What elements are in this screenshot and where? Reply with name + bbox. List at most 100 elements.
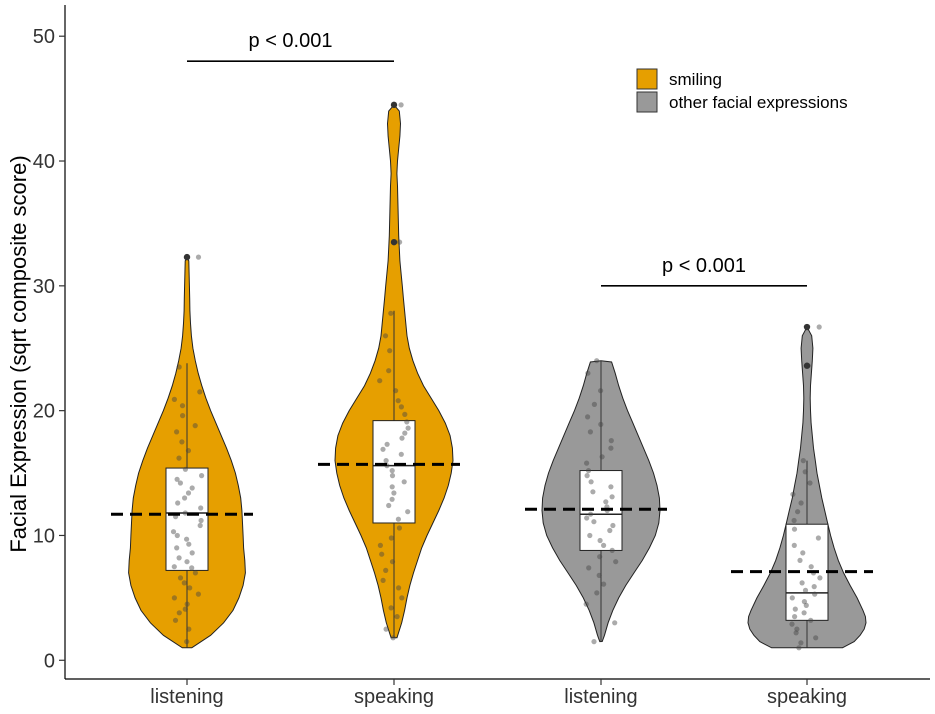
data-point bbox=[170, 529, 177, 535]
data-point bbox=[383, 458, 389, 464]
data-point bbox=[396, 525, 402, 531]
data-point bbox=[184, 536, 190, 542]
data-point bbox=[594, 590, 600, 596]
data-point bbox=[587, 532, 593, 539]
data-point bbox=[185, 448, 191, 454]
data-point bbox=[808, 564, 814, 570]
data-point bbox=[587, 429, 594, 435]
data-point bbox=[195, 591, 201, 597]
data-point bbox=[192, 423, 198, 429]
data-point bbox=[389, 559, 396, 565]
data-point bbox=[583, 601, 589, 607]
significance-label: p < 0.001 bbox=[249, 30, 333, 52]
data-point bbox=[189, 565, 195, 571]
data-point bbox=[799, 580, 805, 586]
plot-area bbox=[111, 101, 873, 651]
data-point bbox=[389, 473, 396, 479]
data-point bbox=[187, 585, 193, 591]
y-tick-label: 0 bbox=[44, 650, 55, 672]
data-point bbox=[597, 537, 603, 544]
data-point bbox=[174, 429, 180, 435]
x-tick-label-1: speaking bbox=[354, 686, 434, 708]
violin-group-3 bbox=[731, 323, 873, 651]
outlier-point bbox=[390, 101, 398, 109]
data-point bbox=[802, 587, 809, 594]
data-point bbox=[402, 411, 408, 417]
data-point bbox=[398, 404, 404, 410]
data-point bbox=[598, 388, 604, 394]
data-point bbox=[388, 310, 394, 316]
data-point bbox=[197, 389, 203, 395]
y-tick-label: 40 bbox=[33, 151, 55, 173]
box-iqr bbox=[372, 420, 416, 524]
data-point bbox=[387, 348, 393, 354]
data-point bbox=[591, 401, 598, 407]
data-point bbox=[789, 595, 795, 601]
data-point bbox=[386, 368, 392, 374]
data-point bbox=[182, 510, 188, 516]
data-point bbox=[181, 580, 187, 586]
data-point bbox=[601, 581, 607, 587]
data-point bbox=[186, 541, 192, 547]
data-point bbox=[174, 545, 180, 551]
data-point bbox=[185, 490, 192, 496]
x-tick-label-0: listening bbox=[150, 686, 223, 708]
data-point bbox=[182, 466, 188, 472]
y-axis-title: Facial Expression (sqrt composite score) bbox=[6, 155, 31, 552]
data-point bbox=[383, 626, 389, 632]
data-point bbox=[379, 551, 385, 557]
data-point bbox=[797, 557, 803, 564]
data-point bbox=[182, 495, 188, 501]
data-point bbox=[791, 526, 798, 532]
data-point bbox=[613, 559, 619, 565]
data-point bbox=[176, 364, 182, 370]
data-point bbox=[817, 575, 823, 581]
data-point bbox=[598, 421, 604, 427]
data-point bbox=[816, 324, 822, 330]
data-point bbox=[588, 479, 594, 485]
data-point bbox=[380, 446, 386, 452]
data-point bbox=[796, 645, 802, 651]
data-point bbox=[179, 403, 186, 409]
data-point bbox=[599, 454, 605, 460]
data-point bbox=[176, 610, 182, 616]
legend-swatch-other-facial-expressions bbox=[636, 91, 658, 113]
data-point bbox=[594, 358, 600, 364]
data-point bbox=[398, 451, 404, 457]
significance-label: p < 0.001 bbox=[662, 255, 746, 277]
data-point bbox=[389, 496, 395, 502]
data-point bbox=[585, 468, 592, 474]
data-point bbox=[386, 502, 392, 509]
data-point bbox=[198, 517, 204, 524]
data-point bbox=[795, 509, 801, 515]
data-point bbox=[402, 430, 408, 436]
data-point bbox=[807, 480, 813, 486]
data-point bbox=[597, 554, 603, 560]
outlier-point bbox=[183, 253, 191, 261]
data-point bbox=[601, 542, 607, 549]
data-point bbox=[802, 469, 808, 475]
data-point bbox=[793, 630, 799, 636]
data-point bbox=[607, 527, 613, 534]
y-tick-label: 30 bbox=[33, 276, 55, 298]
data-point bbox=[791, 542, 797, 549]
data-point bbox=[791, 517, 797, 524]
box-iqr bbox=[165, 467, 209, 571]
data-point bbox=[801, 610, 807, 616]
data-point bbox=[389, 468, 395, 474]
x-axis-ticks: listening speaking listening speaking bbox=[150, 679, 847, 708]
data-point bbox=[377, 542, 383, 549]
data-point bbox=[397, 239, 403, 245]
data-point bbox=[395, 516, 401, 522]
data-point bbox=[585, 370, 591, 376]
data-point bbox=[808, 617, 814, 623]
data-point bbox=[596, 572, 602, 579]
x-tick-label-2: listening bbox=[564, 686, 637, 708]
data-point bbox=[401, 479, 407, 485]
data-point bbox=[584, 473, 590, 479]
data-point bbox=[404, 419, 410, 425]
data-point bbox=[812, 591, 818, 597]
data-point bbox=[380, 577, 386, 584]
data-point bbox=[377, 378, 383, 384]
data-point bbox=[174, 532, 180, 539]
